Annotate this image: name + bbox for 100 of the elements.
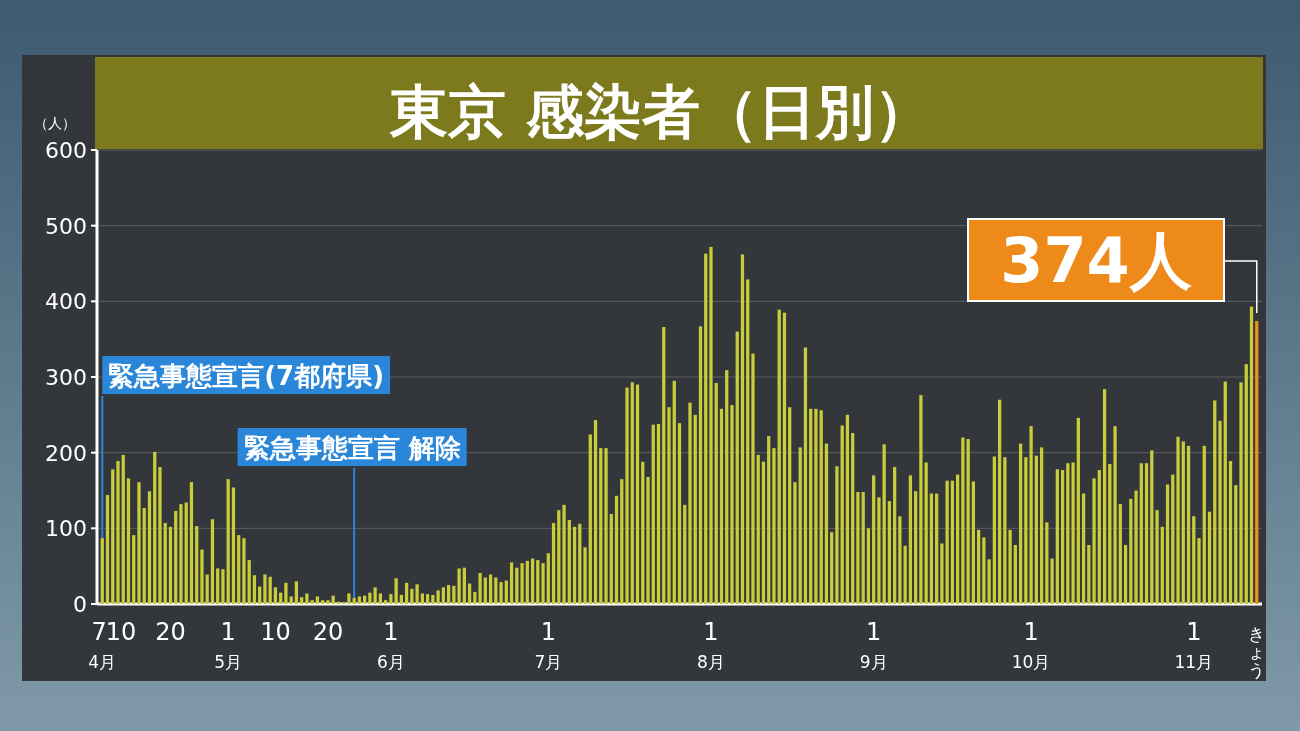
y-tick-label: 300 <box>45 365 87 390</box>
bar <box>137 482 141 604</box>
bar <box>641 461 645 604</box>
bar <box>1186 445 1191 604</box>
bar <box>1029 426 1033 604</box>
bar <box>105 495 110 604</box>
bar <box>326 600 330 604</box>
bar <box>693 414 697 604</box>
bar <box>431 594 435 604</box>
bar <box>189 482 194 604</box>
bar <box>583 547 587 604</box>
bar <box>1060 470 1065 604</box>
bar <box>588 434 592 604</box>
bar <box>163 523 167 604</box>
bar <box>945 480 949 604</box>
bar <box>840 425 844 604</box>
bar <box>284 582 288 604</box>
bar <box>410 588 414 604</box>
bar <box>226 479 230 604</box>
bar <box>425 594 430 604</box>
bar <box>195 526 199 604</box>
bar <box>845 414 850 604</box>
x-tick-label: 1 8月 <box>697 618 725 672</box>
bar <box>572 526 577 604</box>
bar <box>824 443 829 604</box>
x-tick-label: 1 10月 <box>1011 618 1051 672</box>
bar <box>126 478 131 604</box>
bar <box>1160 526 1164 604</box>
bar <box>263 574 267 604</box>
bar <box>1039 447 1044 604</box>
bar <box>562 504 566 604</box>
bar <box>541 563 545 604</box>
bar <box>473 591 477 604</box>
y-tick-label: 500 <box>45 213 87 239</box>
bar <box>746 279 750 604</box>
bar <box>714 383 718 604</box>
bar <box>221 569 225 604</box>
bar <box>305 593 309 604</box>
bar <box>174 510 178 604</box>
bar <box>1176 436 1180 604</box>
chart-title: 東京 感染者（日別） <box>389 78 933 146</box>
bar <box>1144 463 1149 604</box>
bar <box>310 600 314 604</box>
bar <box>1018 443 1023 604</box>
bar <box>788 407 792 604</box>
bar <box>237 535 241 604</box>
bar <box>861 492 865 604</box>
bar <box>446 585 451 604</box>
bar <box>725 370 729 604</box>
bar <box>866 528 871 604</box>
bar <box>1118 504 1122 604</box>
x-tick-label: 1 6月 <box>376 618 405 672</box>
bar <box>656 423 661 604</box>
bar <box>315 596 320 604</box>
bar <box>1202 445 1206 604</box>
bar <box>935 493 939 604</box>
bar <box>1139 463 1143 604</box>
bar <box>378 593 383 604</box>
bar <box>142 507 146 604</box>
bar <box>147 491 152 604</box>
bar <box>887 501 892 604</box>
bar <box>956 474 960 604</box>
y-axis-title: （人） <box>34 115 76 131</box>
bar <box>368 592 372 604</box>
bar <box>1218 420 1222 604</box>
bar <box>688 402 692 604</box>
bar <box>819 410 823 604</box>
bar <box>877 497 881 604</box>
bar <box>1244 364 1248 604</box>
x-tick-label: 1 9月 <box>859 618 888 672</box>
bar <box>651 424 655 604</box>
bar <box>1228 460 1233 604</box>
x-tick-label: 1 7月 <box>534 618 563 672</box>
bar <box>1108 464 1112 604</box>
bar <box>1155 510 1159 604</box>
bar <box>216 568 220 604</box>
bar <box>971 481 975 604</box>
bar <box>1165 484 1170 604</box>
bar <box>436 590 440 604</box>
bar <box>384 600 388 604</box>
y-tick-label: 100 <box>45 516 87 542</box>
bar <box>604 448 608 604</box>
bar <box>667 407 671 604</box>
bar <box>924 462 928 604</box>
bar <box>420 593 424 604</box>
bar <box>252 575 257 604</box>
bar <box>756 454 760 604</box>
x-tick-label: 10 <box>260 618 291 646</box>
bar <box>488 574 493 604</box>
bar <box>1197 538 1201 604</box>
x-tick-label: 1 5月 <box>214 618 243 672</box>
bar <box>646 476 650 604</box>
bar <box>767 436 771 604</box>
bar <box>903 545 907 604</box>
bar <box>977 529 981 604</box>
bar <box>1255 321 1259 604</box>
bar <box>168 526 173 604</box>
bar <box>898 516 902 604</box>
bar <box>132 535 136 604</box>
bar <box>835 466 839 604</box>
